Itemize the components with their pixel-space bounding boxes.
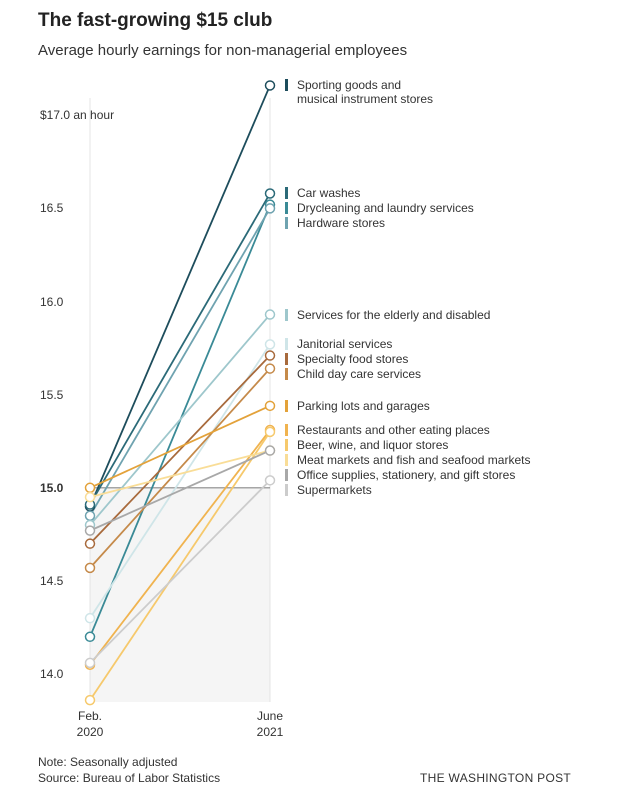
series-line bbox=[89, 429, 271, 666]
legend-label: Hardware stores bbox=[285, 216, 385, 230]
legend-label: Parking lots and garages bbox=[285, 399, 430, 413]
legend-label: Meat markets and fish and seafood market… bbox=[285, 453, 530, 467]
series-line bbox=[89, 367, 271, 569]
source: Source: Bureau of Labor Statistics bbox=[38, 771, 221, 785]
series-line bbox=[89, 354, 271, 545]
point bbox=[84, 538, 96, 549]
series-line bbox=[89, 85, 271, 507]
y-tick-label: 15.0 bbox=[40, 480, 64, 495]
shade bbox=[90, 487, 270, 702]
legend-swatch bbox=[285, 484, 288, 497]
note: Note: Seasonally adjusted bbox=[38, 755, 178, 769]
series-line bbox=[89, 479, 271, 664]
point bbox=[84, 694, 96, 706]
point bbox=[264, 350, 276, 361]
chart-title: The fast-growing $15 club bbox=[38, 10, 273, 31]
series-line bbox=[89, 405, 271, 489]
legend-label: Supermarkets bbox=[285, 483, 372, 497]
x-tick-label: June 2021 bbox=[256, 709, 284, 739]
legend-label: Sporting goods and musical instrument st… bbox=[285, 78, 433, 106]
point bbox=[84, 510, 96, 521]
y-tick-label: 14.0 bbox=[40, 667, 64, 682]
series-line bbox=[89, 193, 271, 506]
legend-swatch bbox=[285, 424, 288, 437]
legend-label: Restaurants and other eating places bbox=[285, 423, 490, 437]
point bbox=[264, 188, 276, 199]
legend-swatch bbox=[285, 217, 288, 230]
point bbox=[264, 400, 276, 412]
legend-swatch bbox=[285, 439, 288, 452]
point bbox=[264, 203, 276, 214]
chart-subtitle: Average hourly earnings for non-manageri… bbox=[38, 42, 408, 59]
legend-label: Janitorial services bbox=[285, 337, 392, 351]
legend-swatch bbox=[285, 368, 288, 381]
point bbox=[84, 612, 96, 624]
point bbox=[264, 426, 276, 438]
series-line bbox=[89, 343, 271, 619]
legend-swatch bbox=[285, 454, 288, 467]
y-tick-label: 16.5 bbox=[40, 201, 64, 216]
point bbox=[264, 445, 276, 456]
point bbox=[264, 363, 276, 374]
legend-swatch bbox=[285, 202, 288, 215]
legend-swatch bbox=[285, 469, 288, 482]
point bbox=[84, 491, 96, 503]
legend-swatch bbox=[285, 79, 288, 92]
legend-label: Office supplies, stationery, and gift st… bbox=[285, 468, 515, 482]
point bbox=[264, 309, 276, 320]
legend-label: Car washes bbox=[285, 186, 360, 200]
y-tick-label: 16.0 bbox=[40, 294, 64, 309]
legend-swatch bbox=[285, 338, 288, 351]
legend-label: Child day care services bbox=[285, 367, 421, 381]
point bbox=[264, 339, 276, 350]
legend-label: Beer, wine, and liquor stores bbox=[285, 438, 448, 452]
series-line bbox=[89, 431, 271, 701]
y-tick-label: 14.5 bbox=[40, 573, 64, 588]
series-line bbox=[89, 207, 271, 517]
legend-swatch bbox=[285, 399, 288, 412]
series-line bbox=[89, 449, 271, 498]
y-tick-label: 15.5 bbox=[40, 387, 64, 402]
point bbox=[84, 562, 96, 574]
x-tick-label: Feb. 2020 bbox=[76, 709, 104, 739]
point bbox=[84, 482, 96, 494]
legend-swatch bbox=[285, 187, 288, 200]
point bbox=[84, 657, 96, 669]
legend-label: Specialty food stores bbox=[285, 352, 408, 366]
y-tick-label: $17.0 an hour bbox=[40, 108, 115, 123]
legend-label: Drycleaning and laundry services bbox=[285, 201, 474, 215]
legend-swatch bbox=[285, 353, 288, 366]
credit: THE WASHINGTON POST bbox=[420, 771, 572, 785]
point bbox=[84, 631, 96, 643]
legend-swatch bbox=[285, 308, 288, 321]
legend-label: Services for the elderly and disabled bbox=[285, 308, 490, 322]
point bbox=[84, 525, 96, 536]
series-line bbox=[89, 449, 271, 532]
point bbox=[264, 80, 276, 91]
point bbox=[264, 475, 276, 486]
